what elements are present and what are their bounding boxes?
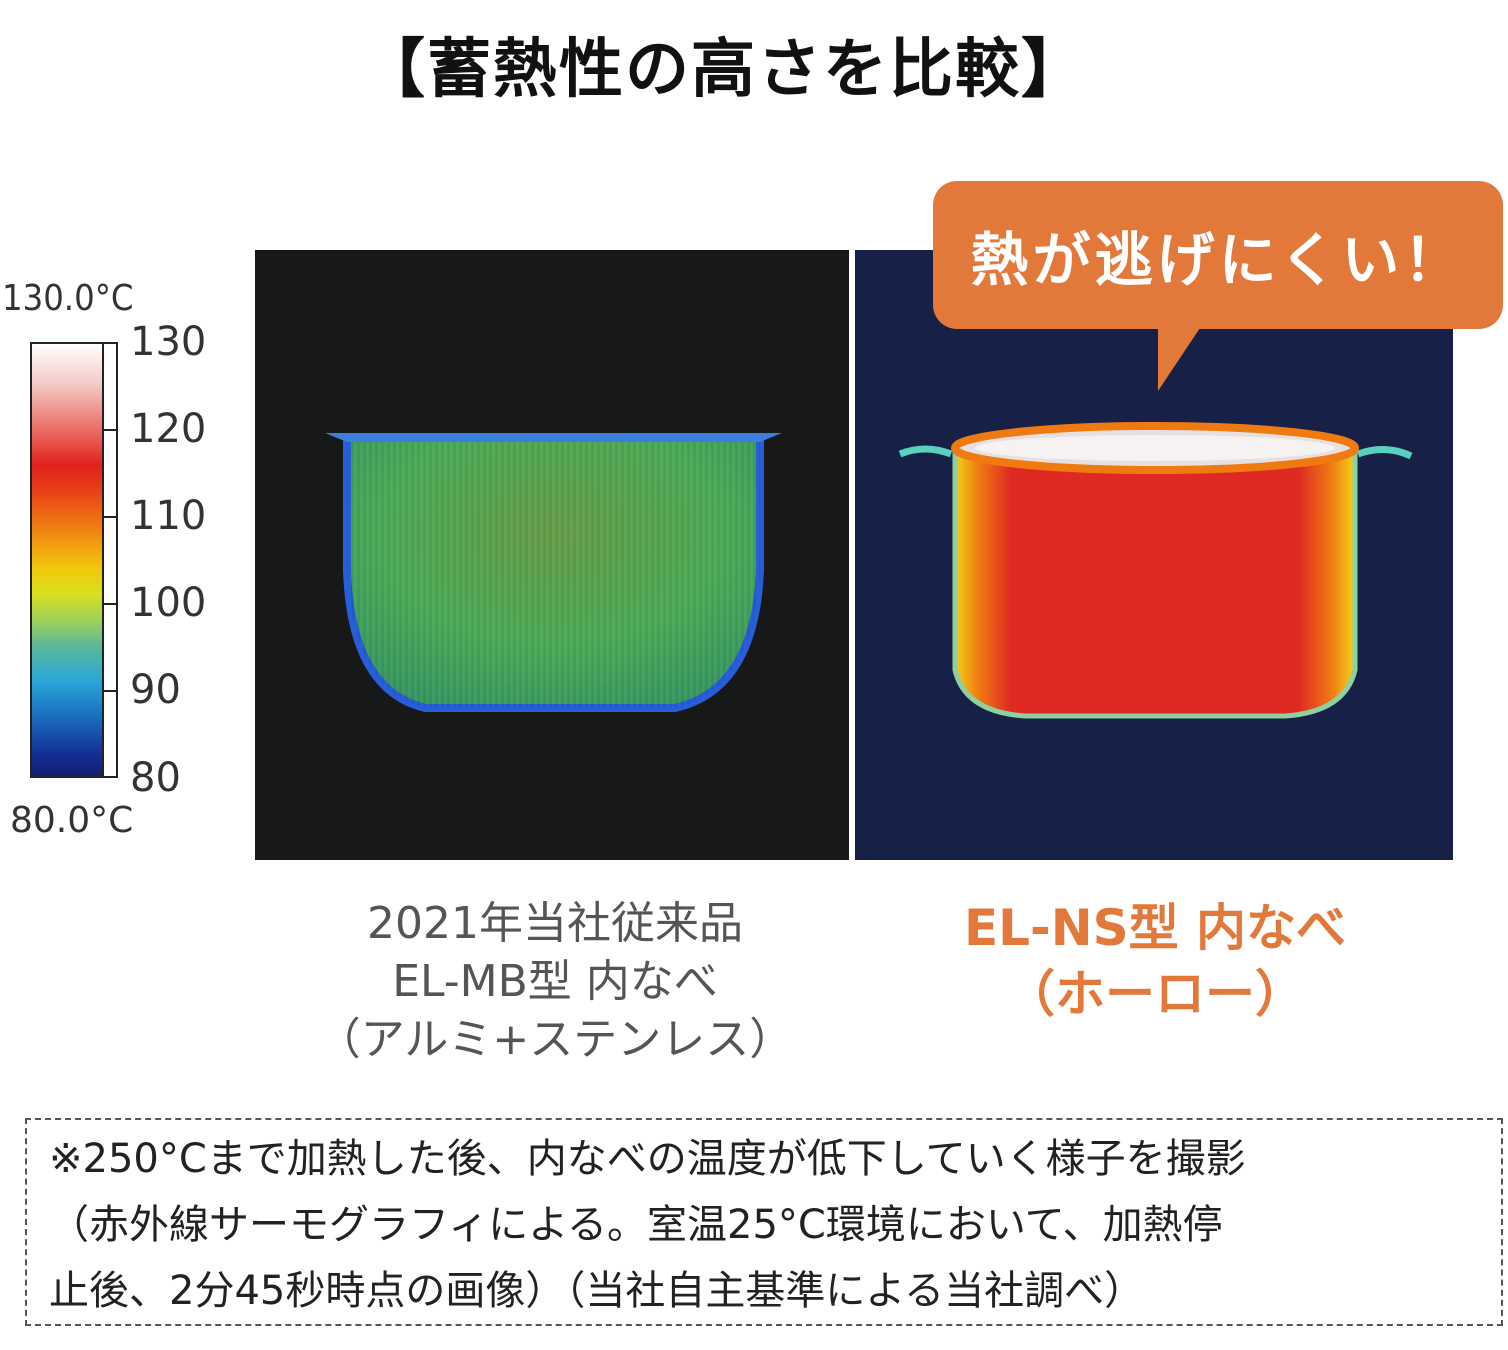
- tick-mark: [104, 690, 118, 692]
- tick-label-120: 120: [130, 406, 207, 452]
- right-caption: EL-NS型 内なべ （ホーロー）: [930, 895, 1380, 1027]
- tick-label-110: 110: [130, 493, 207, 539]
- tick-label-100: 100: [130, 580, 207, 626]
- speech-bubble-tail: [1158, 325, 1202, 391]
- right-caption-line: （ホーロー）: [1005, 965, 1305, 1023]
- thermal-image-right: [855, 250, 1453, 860]
- tick-label-130: 130: [130, 319, 207, 365]
- left-caption-line: （アルミ+ステンレス）: [316, 1014, 794, 1065]
- footnote-line: ※250°Cまで加熱した後、内なべの温度が低下していく様子を撮影: [49, 1136, 1246, 1182]
- temperature-colorbar: [30, 342, 104, 778]
- legend-max-label: 130.0°C: [2, 278, 134, 319]
- colorbar-axis: [116, 342, 118, 778]
- footnote-box: ※250°Cまで加熱した後、内なべの温度が低下していく様子を撮影 （赤外線サーモ…: [25, 1118, 1503, 1326]
- legend-min-label: 80.0°C: [10, 800, 134, 841]
- footnote-line: （赤外線サーモグラフィによる。室温25°C環境において、加熱停: [49, 1202, 1223, 1248]
- tick-label-90: 90: [130, 667, 181, 713]
- speech-bubble: 熱が逃げにくい！: [933, 181, 1503, 329]
- enamel-pot-thermal: [898, 422, 1413, 719]
- tick-mark: [104, 776, 118, 778]
- right-caption-line: EL-NS型 内なべ: [963, 899, 1347, 957]
- tick-mark: [104, 516, 118, 518]
- tick-mark: [104, 342, 118, 344]
- left-caption: 2021年当社従来品 EL-MB型 内なべ （アルミ+ステンレス）: [300, 895, 810, 1069]
- footnote-line: 止後、2分45秒時点の画像）（当社自主基準による当社調べ）: [49, 1268, 1145, 1314]
- left-caption-line: 2021年当社従来品: [367, 898, 743, 949]
- tick-mark: [104, 603, 118, 605]
- tick-label-80: 80: [130, 755, 181, 801]
- page-title: 【蓄熱性の高さを比較】: [361, 33, 1087, 107]
- panel-divider: [849, 250, 855, 860]
- aluminum-pot-thermal: [325, 433, 782, 712]
- left-caption-line: EL-MB型 内なべ: [392, 956, 718, 1007]
- thermal-image-left: [255, 250, 849, 860]
- tick-mark: [104, 429, 118, 431]
